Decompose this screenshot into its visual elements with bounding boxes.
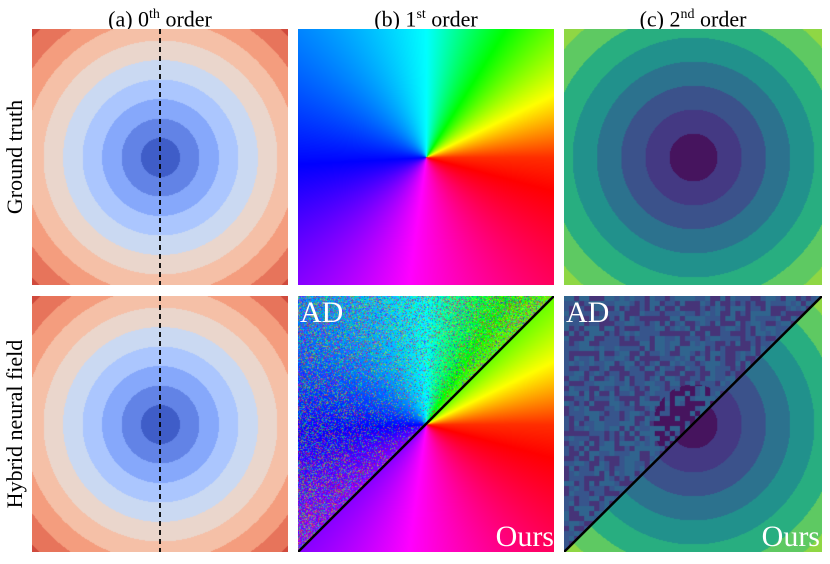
col-title-suffix: order <box>159 6 212 32</box>
col-title-prefix: (b) 1 <box>374 6 417 32</box>
panel-gt-1st <box>298 29 554 285</box>
laplacian-rings-image <box>564 29 822 285</box>
row-title-hybrid-neural-field: Hybrid neural field <box>2 339 27 509</box>
col-title-suffix: order <box>694 6 747 32</box>
col-title-sup: nd <box>680 7 695 22</box>
col-title-sup: th <box>149 7 160 22</box>
col-title-suffix: order <box>425 6 478 32</box>
panel-gt-0th <box>32 29 288 285</box>
label-ad: AD <box>300 296 344 329</box>
col-title-sup: st <box>416 7 426 22</box>
gradient-direction-image <box>298 29 554 285</box>
dashed-centerline <box>159 29 161 285</box>
col-title-prefix: (c) 2 <box>639 6 681 32</box>
column-title-2nd-order: (c) 2nd order <box>564 2 822 32</box>
panel-hnf-0th <box>32 296 288 552</box>
row-title-ground-truth: Ground truth <box>2 99 27 215</box>
label-ad: AD <box>566 296 610 329</box>
dashed-centerline <box>159 296 161 552</box>
panel-hnf-2nd: AD Ours <box>564 296 822 552</box>
column-title-0th-order: (a) 0th order <box>32 2 288 32</box>
label-ours: Ours <box>495 520 554 552</box>
label-ours: Ours <box>761 520 820 552</box>
diagonal-divider <box>298 296 554 552</box>
column-title-1st-order: (b) 1st order <box>298 2 554 32</box>
panel-gt-2nd <box>564 29 822 285</box>
diagonal-divider <box>564 296 822 552</box>
panel-hnf-1st: AD Ours <box>298 296 554 552</box>
col-title-prefix: (a) 0 <box>108 6 150 32</box>
